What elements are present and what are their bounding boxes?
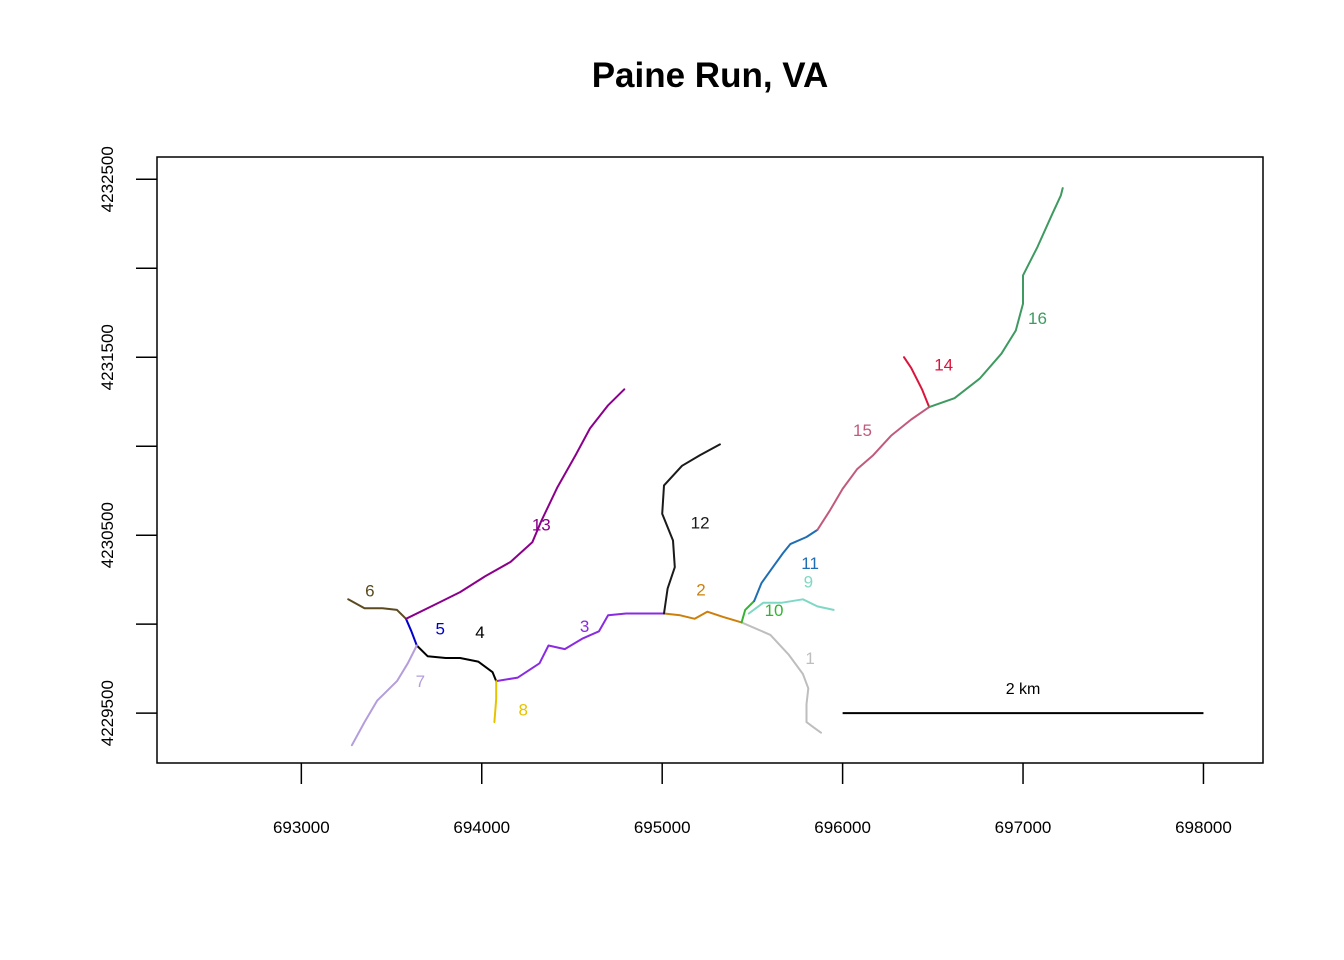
stream-segment-14 (903, 356, 931, 409)
segment-label-6: 6 (365, 581, 374, 600)
scale-bar-label: 2 km (1006, 681, 1041, 698)
stream-segment-1 (740, 621, 822, 734)
stream-segment-15 (816, 406, 931, 531)
segment-label-3: 3 (580, 617, 589, 636)
x-tick-label: 694000 (453, 818, 510, 837)
segment-label-16: 16 (1028, 309, 1047, 328)
stream-segment-10 (740, 600, 756, 624)
segment-label-15: 15 (853, 421, 872, 440)
plot-frame (156, 156, 1264, 764)
stream-segment-8 (493, 680, 498, 724)
segment-label-11: 11 (801, 554, 819, 573)
stream-segment-11 (753, 528, 819, 602)
y-tick-label: 4232500 (98, 146, 117, 212)
y-tick-label: 4230500 (98, 502, 117, 568)
segment-label-5: 5 (436, 620, 445, 639)
segment-label-1: 1 (805, 649, 814, 668)
x-tick-label: 698000 (1175, 818, 1232, 837)
x-tick-label: 697000 (995, 818, 1052, 837)
y-tick-label: 4231500 (98, 324, 117, 390)
y-tick-label: 4229500 (98, 680, 117, 746)
plot-title: Paine Run, VA (591, 56, 829, 95)
segment-label-12: 12 (691, 514, 710, 533)
stream-segment-9 (747, 598, 835, 615)
x-tick-label: 693000 (273, 818, 330, 837)
x-tick-label: 695000 (634, 818, 691, 837)
segment-label-14: 14 (934, 355, 953, 374)
stream-segment-5 (405, 617, 418, 647)
stream-segment-13 (405, 388, 626, 620)
segment-label-2: 2 (696, 580, 705, 599)
stream-segment-4 (415, 644, 498, 683)
stream-segment-12 (661, 443, 721, 615)
stream-segment-16 (928, 187, 1064, 409)
segment-label-10: 10 (765, 601, 784, 620)
segment-label-9: 9 (804, 572, 813, 591)
segment-label-13: 13 (532, 516, 551, 535)
segment-label-4: 4 (475, 623, 484, 642)
x-tick-label: 696000 (814, 818, 871, 837)
stream-segment-7 (350, 644, 418, 747)
stream-segment-2 (663, 610, 743, 624)
scale-bar: 2 km (842, 681, 1204, 715)
segment-label-8: 8 (519, 701, 528, 720)
stream-segment-6 (347, 598, 407, 620)
stream-segments (347, 187, 1064, 747)
stream-segment-3 (495, 612, 665, 683)
axes: 693000 694000 695000 696000 697000 698000 4229… (98, 146, 1232, 837)
segment-label-7: 7 (416, 672, 425, 691)
